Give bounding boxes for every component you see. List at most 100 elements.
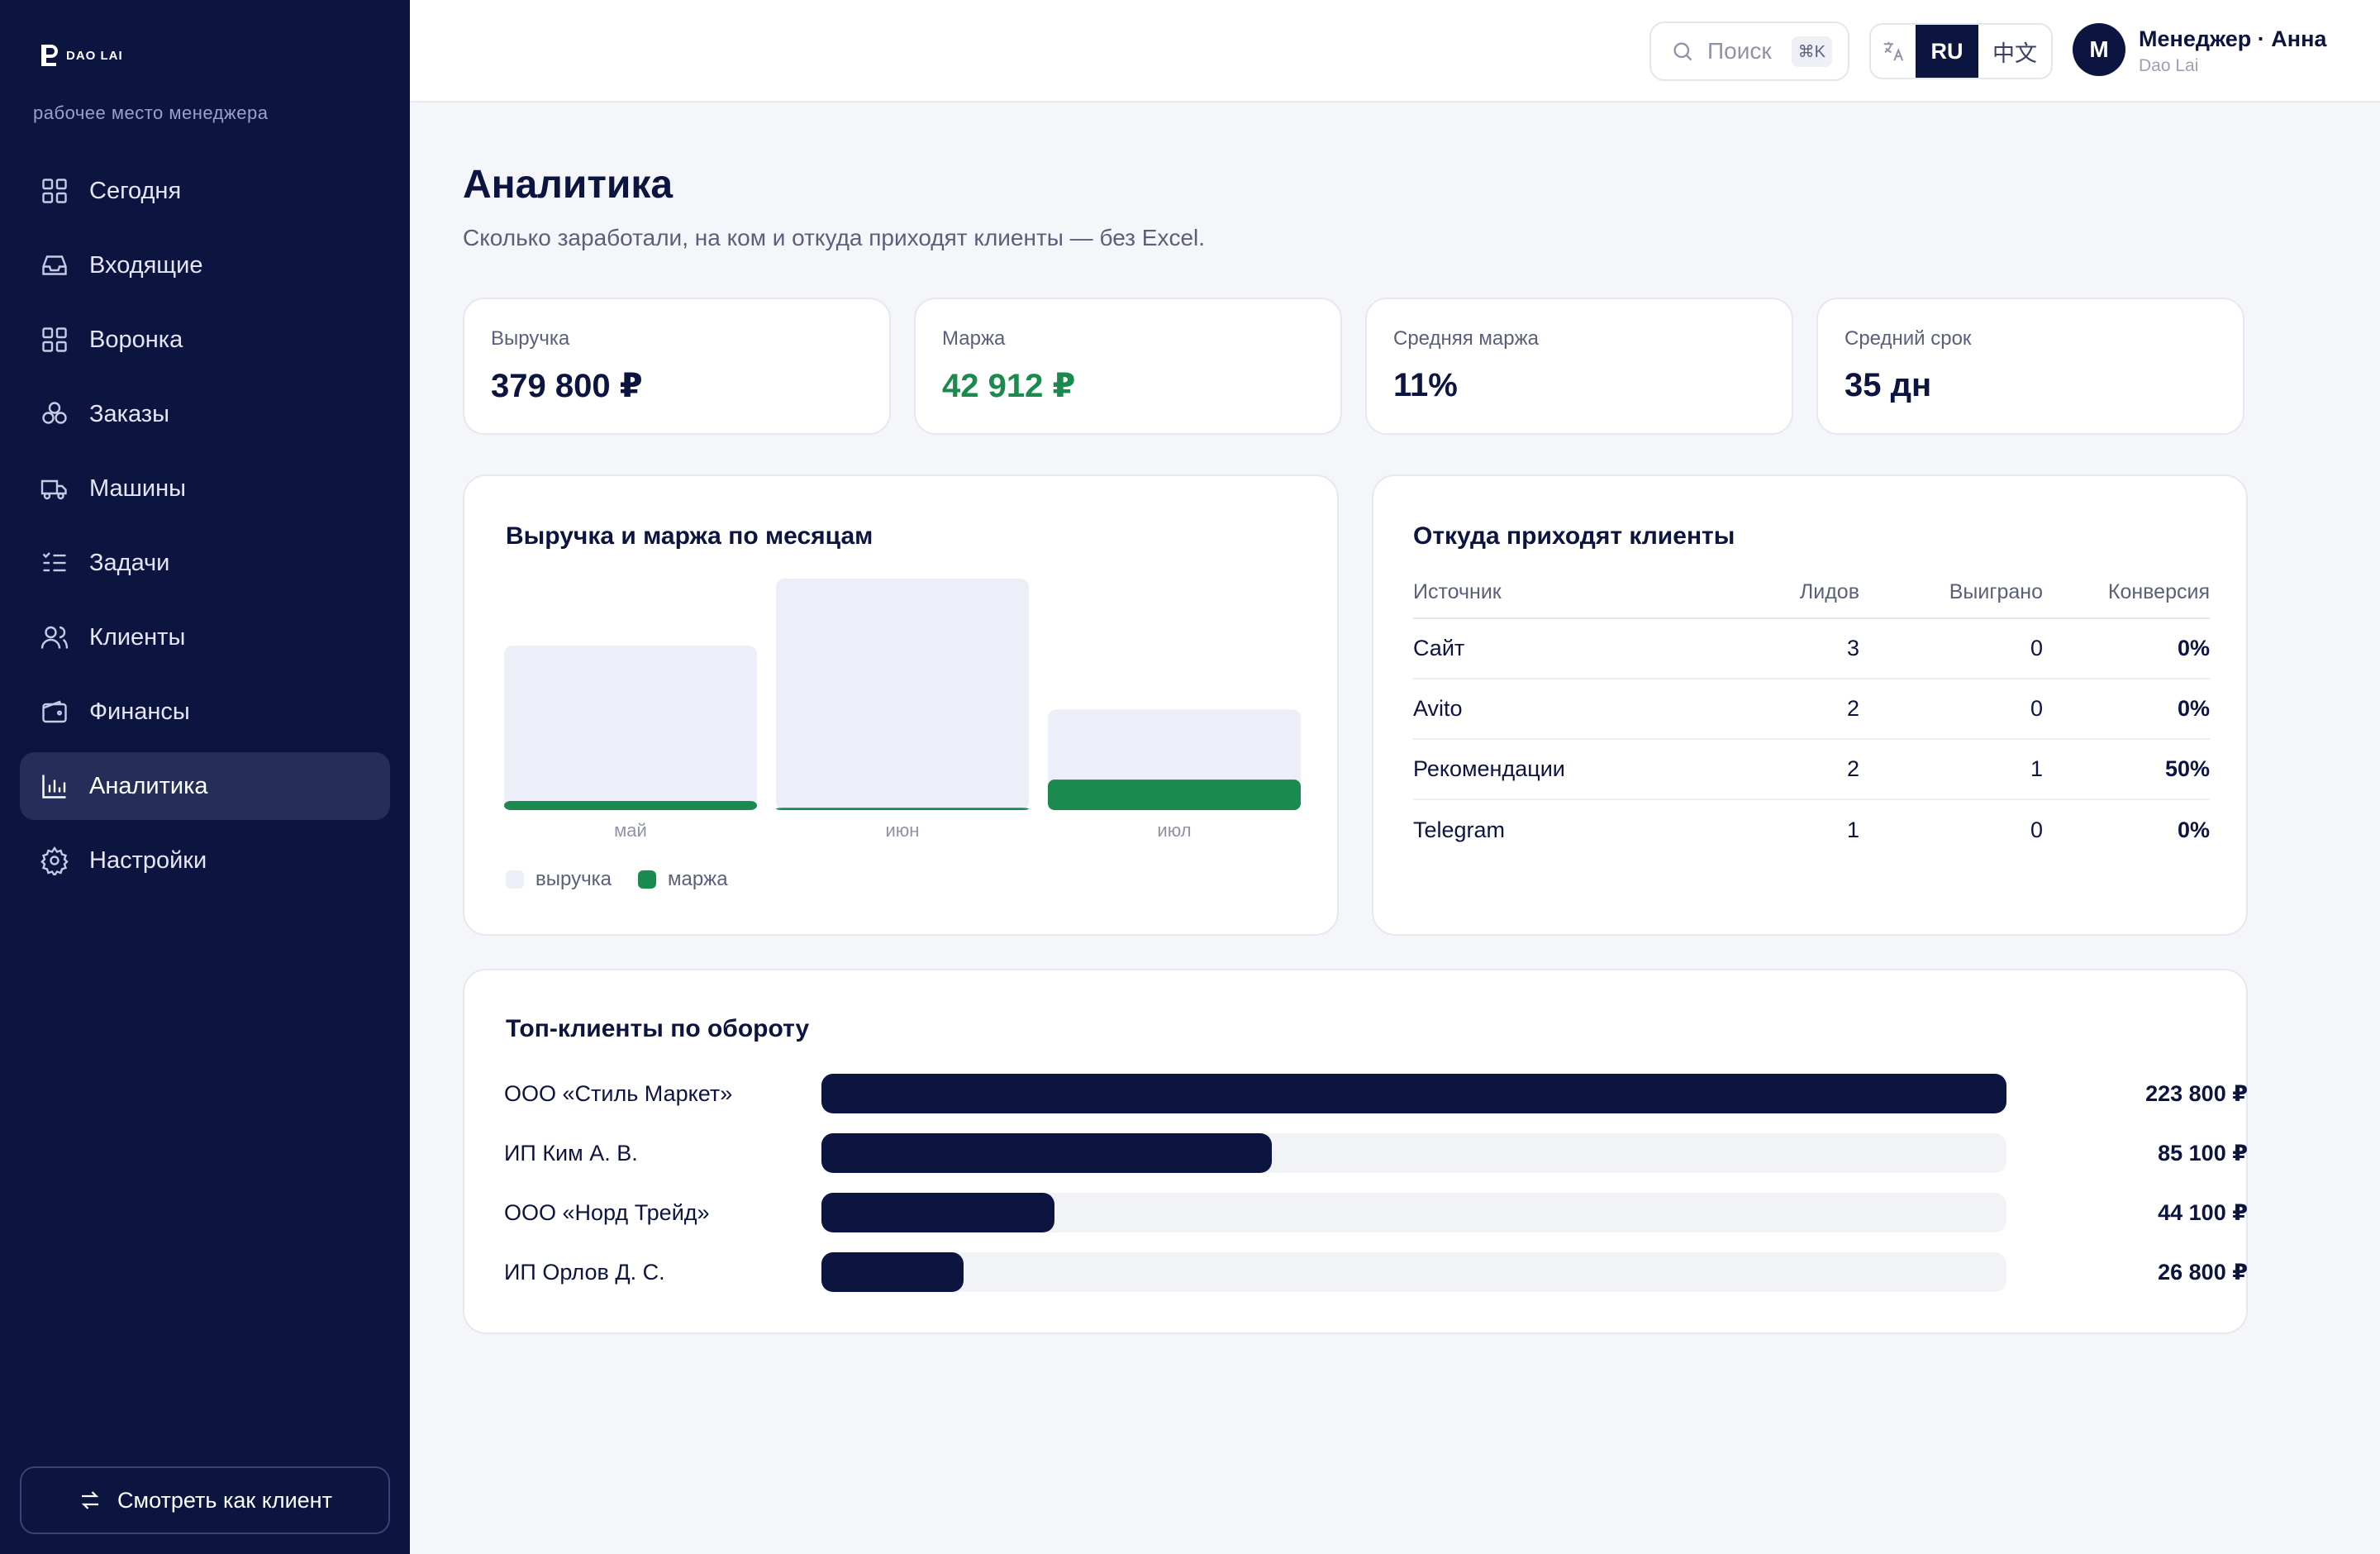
- client-turnover: 26 800 ₽: [2158, 1259, 2248, 1285]
- client-name: ООО «Стиль Маркет»: [504, 1080, 733, 1106]
- leads-count: 3: [1727, 618, 1859, 679]
- client-name: ИП Ким А. В.: [504, 1140, 638, 1166]
- turnover-bar-track: [821, 1193, 2006, 1232]
- bar-chart-icon: [42, 775, 66, 798]
- source-name: Рекомендации: [1413, 739, 1727, 800]
- avatar[interactable]: М: [2073, 23, 2125, 76]
- sidebar-item-tasks[interactable]: Задачи: [20, 529, 390, 597]
- client-turnover: 223 800 ₽: [2145, 1080, 2248, 1106]
- revenue-margin-chart: май июн июл: [504, 579, 1301, 841]
- logo[interactable]: DAO LAI: [38, 43, 123, 68]
- leads-count: 1: [1846, 817, 1859, 842]
- turnover-bar: [821, 1193, 1055, 1232]
- x-tick-label: май: [614, 820, 647, 841]
- column-header: Конверсия: [2043, 567, 2210, 619]
- conversion: 0%: [2177, 817, 2210, 842]
- search-icon: [1673, 42, 1692, 61]
- sidebar-item-label: Сегодня: [89, 177, 182, 204]
- table-row: Рекомендации 2 1 50%: [1413, 739, 2210, 800]
- search-placeholder: Поиск: [1707, 38, 1772, 64]
- sidebar-item-trucks[interactable]: Машины: [20, 455, 390, 522]
- legend-label-margin: маржа: [667, 868, 728, 890]
- sidebar-item-funnel[interactable]: Воронка: [20, 306, 390, 374]
- lang-zh-button[interactable]: 中文: [1992, 41, 2037, 66]
- sidebar-item-label: Настройки: [89, 846, 207, 874]
- users-icon: [40, 626, 69, 649]
- sidebar-item-label: Машины: [89, 474, 186, 502]
- sidebar-item-label: Воронка: [89, 326, 183, 353]
- grid-icon: [42, 327, 67, 352]
- lang-ru-button[interactable]: RU: [1916, 25, 1978, 78]
- top-client-row[interactable]: ИП Ким А. В. 85 100 ₽: [504, 1132, 2248, 1174]
- turnover-bar: [821, 1252, 964, 1292]
- kpi-label: Выручка: [491, 327, 570, 350]
- chart-legend: выручка маржа: [506, 868, 728, 891]
- sidebar-nav: Сегодня Входящие Воронка Заказы Машины З…: [20, 157, 390, 901]
- source-name: Telegram: [1413, 817, 1506, 842]
- view-as-client-button[interactable]: Смотреть как клиент: [20, 1466, 390, 1534]
- search-input[interactable]: Поиск ⌘K: [1649, 21, 1849, 81]
- client-turnover: 44 100 ₽: [2158, 1199, 2248, 1225]
- sidebar-item-orders[interactable]: Заказы: [20, 380, 390, 448]
- kpi-card-margin: Маржа 42 912 ₽: [914, 298, 1342, 435]
- conversion: 0%: [2043, 679, 2210, 740]
- kpi-card-avg-term: Средний срок 35 дн: [1816, 298, 2244, 435]
- table-header-row: Источник Лидов Выиграно Конверсия: [1413, 567, 2210, 619]
- inbox-icon: [42, 255, 67, 275]
- turnover-bar-track: [821, 1074, 2006, 1113]
- top-client-row[interactable]: ООО «Стиль Маркет» 223 800 ₽: [504, 1073, 2248, 1114]
- sidebar-item-settings[interactable]: Настройки: [20, 827, 390, 894]
- table-row: Avito 2 0 0%: [1413, 679, 2210, 740]
- won-count: 1: [1859, 739, 2043, 800]
- gear-icon: [40, 846, 69, 875]
- sidebar-item-finance[interactable]: Финансы: [20, 678, 390, 746]
- sidebar-item-label: Входящие: [89, 251, 203, 279]
- lead-sources-card: Откуда приходят клиенты Источник Лидов В…: [1372, 474, 2248, 936]
- boxes-icon: [42, 402, 67, 424]
- sidebar-item-clients[interactable]: Клиенты: [20, 603, 390, 671]
- turnover-bar-track: [821, 1133, 2006, 1173]
- client-name: ООО «Норд Трейд»: [504, 1199, 710, 1225]
- kpi-value: 11%: [1393, 367, 1458, 403]
- client-turnover: 85 100 ₽: [2158, 1140, 2248, 1166]
- leads-count: 2: [1727, 679, 1859, 740]
- sources-title: Откуда приходят клиенты: [1413, 522, 1735, 550]
- legend-swatch-revenue: [506, 870, 524, 889]
- leads-count: 2: [1727, 739, 1859, 800]
- sidebar-item-label: Аналитика: [89, 772, 208, 799]
- swap-icon: [81, 1491, 99, 1509]
- kpi-label: Маржа: [942, 327, 1006, 350]
- turnover-bar: [821, 1133, 1272, 1173]
- sidebar-item-today[interactable]: Сегодня: [20, 157, 390, 225]
- page-title: Аналитика: [463, 163, 674, 207]
- user-name: Менеджер · Анна: [2139, 26, 2327, 51]
- sidebar-item-analytics[interactable]: Аналитика: [20, 752, 390, 820]
- top-client-row[interactable]: ООО «Норд Трейд» 44 100 ₽: [504, 1192, 2248, 1233]
- kpi-card-revenue: Выручка 379 800 ₽: [463, 298, 891, 435]
- column-header: Выиграно: [1859, 567, 2043, 619]
- margin-bar: [776, 808, 1029, 810]
- conversion: 50%: [2043, 739, 2210, 800]
- translate-icon: [1871, 39, 1916, 64]
- wallet-icon: [42, 700, 67, 723]
- top-clients-card: Топ-клиенты по обороту ООО «Стиль Маркет…: [463, 969, 2248, 1334]
- legend-label-revenue: выручка: [536, 868, 612, 890]
- search-shortcut: ⌘K: [1791, 36, 1832, 67]
- logo-mark-icon: [41, 45, 58, 66]
- top-client-row[interactable]: ИП Орлов Д. С. 26 800 ₽: [504, 1251, 2248, 1293]
- margin-bar: [1048, 779, 1301, 810]
- source-name: Сайт: [1413, 618, 1727, 679]
- sidebar: DAO LAI рабочее место менеджера Сегодня …: [0, 0, 410, 1554]
- truck-icon: [40, 479, 67, 500]
- revenue-margin-card: Выручка и маржа по месяцам май июн июл выр…: [463, 474, 1339, 936]
- language-switcher: RU 中文: [1869, 23, 2053, 79]
- sidebar-item-label: Задачи: [89, 549, 170, 576]
- user-company: Dao Lai: [2139, 56, 2199, 75]
- kpi-value: 379 800 ₽: [491, 368, 643, 404]
- sidebar-item-label: Финансы: [89, 698, 190, 725]
- revenue-bar: [776, 579, 1029, 810]
- sidebar-item-label: Клиенты: [89, 623, 186, 651]
- sidebar-item-inbox[interactable]: Входящие: [20, 231, 390, 299]
- kpi-value: 42 912 ₽: [942, 368, 1076, 404]
- column-header: Источник: [1413, 567, 1727, 619]
